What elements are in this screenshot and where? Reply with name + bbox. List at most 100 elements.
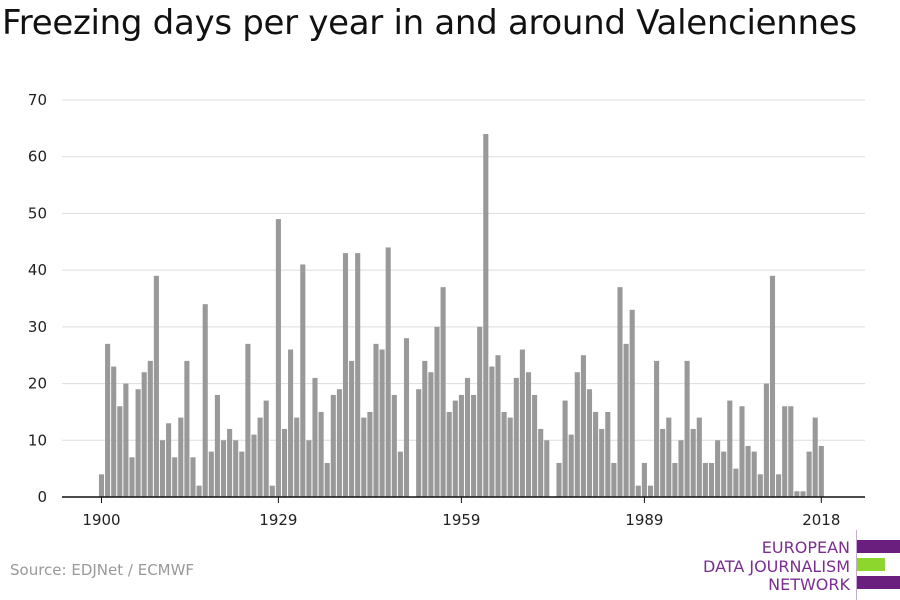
bar-1938 (330, 394, 336, 497)
bar-1925 (251, 434, 257, 497)
bar-1981 (593, 411, 599, 497)
bar-1905 (129, 457, 135, 497)
bar-1922 (233, 440, 239, 497)
bar-1940 (342, 253, 349, 497)
logo-bar-2 (857, 558, 885, 571)
x-tick-label: 1900 (82, 511, 120, 529)
bar-1996 (684, 360, 690, 497)
bar-1900 (98, 474, 105, 497)
bar-1969 (519, 349, 525, 497)
bar-2018 (818, 445, 824, 497)
bar-1910 (159, 440, 166, 497)
x-tick-label: 1959 (442, 511, 480, 529)
x-tick-label: 1929 (259, 511, 297, 529)
bar-1967 (507, 417, 513, 497)
bar-1929 (275, 219, 281, 497)
bar-1920 (220, 440, 227, 497)
bar-1952 (416, 389, 422, 497)
bar-1913 (178, 417, 184, 497)
bar-1976 (562, 400, 568, 497)
logo-divider (856, 530, 857, 600)
bar-1958 (452, 400, 458, 497)
bar-1977 (568, 434, 574, 497)
bar-1939 (336, 389, 342, 497)
x-tick-label: 1989 (625, 511, 663, 529)
bar-1912 (172, 457, 178, 497)
bar-1943 (361, 417, 367, 497)
bar-1930 (281, 428, 288, 497)
bar-1917 (202, 304, 208, 497)
bar-1936 (318, 411, 324, 497)
y-tick-label: 0 (37, 488, 47, 506)
bar-1985 (617, 287, 623, 497)
bar-1914 (184, 360, 190, 497)
chart-title: Freezing days per year in and around Val… (2, 3, 857, 43)
bar-2003 (727, 400, 733, 497)
x-axis-ticks: 1900 1929 1959 1989 2018 (82, 497, 840, 529)
bar-2000 (708, 462, 715, 497)
bar-1907 (141, 372, 147, 497)
bar-1990 (647, 485, 654, 497)
bar-1944 (367, 411, 373, 497)
bar-1993 (666, 417, 672, 497)
bar-1934 (306, 440, 312, 497)
bar-1960 (464, 377, 471, 497)
y-tick-label: 20 (28, 375, 47, 393)
bar-1972 (538, 428, 544, 497)
bar-1987 (629, 309, 635, 497)
bar-1980 (586, 389, 593, 497)
bar-1906 (135, 389, 141, 497)
bar-2010 (769, 275, 776, 497)
bar-1975 (556, 462, 562, 497)
bar-1928 (269, 485, 275, 497)
y-axis-tick-labels: 0 10 20 30 40 50 60 70 (28, 91, 47, 506)
y-tick-label: 60 (28, 148, 47, 166)
bar-1973 (544, 440, 550, 497)
bar-1911 (166, 423, 172, 497)
bar-1984 (611, 462, 617, 497)
bar-2015 (800, 491, 806, 497)
bar-2014 (794, 491, 800, 497)
bar-1983 (605, 411, 611, 497)
bar-1904 (123, 383, 129, 497)
bar-1970 (525, 372, 532, 497)
bar-1968 (513, 377, 519, 497)
y-tick-label: 30 (28, 318, 47, 336)
bar-1949 (397, 451, 403, 497)
bar-2008 (757, 474, 763, 497)
bar-1971 (532, 394, 538, 497)
bar-1932 (294, 417, 300, 497)
bar-chart: 0 10 20 30 40 50 60 70 1900 1929 1959 1989 2018 (28, 91, 865, 529)
bar-2004 (733, 468, 739, 497)
bars (98, 134, 824, 497)
bar-1954 (428, 372, 434, 497)
bar-1959 (458, 394, 464, 497)
bar-1924 (245, 343, 251, 497)
bar-1978 (574, 372, 580, 497)
bar-1955 (434, 326, 440, 497)
bar-1961 (471, 394, 477, 497)
bar-1945 (373, 343, 379, 497)
bar-1947 (385, 247, 391, 497)
bar-2002 (721, 451, 727, 497)
bar-1901 (105, 343, 111, 497)
bar-2007 (751, 451, 757, 497)
bar-1992 (660, 428, 666, 497)
bar-1966 (501, 411, 507, 497)
bar-1997 (690, 428, 696, 497)
bar-1957 (446, 411, 452, 497)
bar-1994 (672, 462, 678, 497)
bar-1919 (214, 394, 220, 497)
bar-1921 (227, 428, 233, 497)
logo-line-2: DATA JOURNALISM (703, 557, 850, 576)
y-tick-label: 10 (28, 431, 47, 449)
bar-1989 (641, 462, 647, 497)
bar-2013 (788, 406, 794, 497)
bar-1908 (147, 360, 153, 497)
x-tick-label: 2018 (802, 511, 840, 529)
bar-1999 (702, 462, 708, 497)
bar-2001 (715, 440, 721, 497)
edjnet-logo: EUROPEAN DATA JOURNALISM NETWORK (690, 530, 900, 600)
bar-1962 (477, 326, 483, 497)
bar-1927 (263, 400, 269, 497)
